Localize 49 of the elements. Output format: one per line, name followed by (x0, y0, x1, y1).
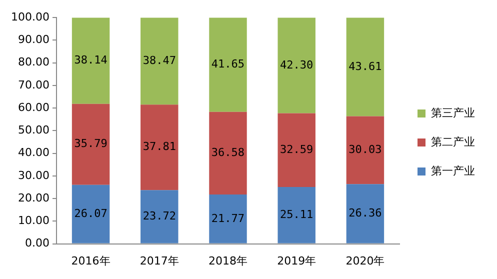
x-tick-label: 2016年 (71, 254, 110, 268)
y-tick-label: 30.00 (18, 168, 50, 182)
x-tick-label: 2019年 (277, 254, 316, 268)
data-label: 36.58 (211, 146, 245, 160)
x-tick-label: 2020年 (346, 254, 385, 268)
y-tick-label: 60.00 (18, 100, 50, 114)
data-label: 30.03 (348, 143, 382, 156)
y-tick-label: 70.00 (18, 78, 50, 92)
data-label: 26.36 (348, 206, 382, 220)
bar (209, 18, 247, 112)
y-tick-label: 10.00 (18, 214, 50, 228)
y-tick-label: 40.00 (18, 146, 50, 160)
bar (140, 104, 178, 190)
data-label: 23.72 (142, 210, 176, 223)
y-tick-label: 100.00 (10, 10, 50, 24)
data-label: 38.14 (74, 54, 108, 67)
bar (346, 116, 384, 184)
data-label: 26.07 (74, 206, 108, 220)
data-label: 43.61 (348, 60, 382, 73)
data-label: 38.47 (142, 54, 176, 67)
bar (140, 190, 178, 244)
y-tick-label: 80.00 (18, 56, 50, 69)
bar (209, 112, 247, 195)
data-label: 32.59 (280, 143, 314, 156)
data-label: 35.79 (74, 137, 108, 150)
y-tick-label: 50.00 (18, 124, 50, 137)
bar (278, 113, 316, 187)
legend-label: 第三产业 (431, 106, 475, 120)
data-label: 42.30 (280, 58, 314, 72)
legend-label: 第一产业 (431, 164, 475, 178)
y-tick-label: 20.00 (18, 191, 50, 204)
bar (346, 184, 384, 244)
data-label: 37.81 (142, 140, 176, 154)
x-tick-label: 2018年 (208, 254, 248, 268)
legend-label: 第二产业 (431, 135, 475, 148)
data-label: 25.11 (280, 208, 314, 222)
bar (346, 18, 384, 116)
bar (72, 184, 110, 244)
bar (278, 18, 316, 114)
bar (140, 18, 178, 105)
y-tick-label: 90.00 (18, 33, 50, 46)
x-tick-label: 2017年 (140, 254, 179, 268)
data-label: 21.77 (211, 212, 245, 225)
bar (72, 104, 110, 185)
bar (278, 187, 316, 244)
bar (72, 18, 110, 104)
y-tick-label: 0.00 (24, 236, 50, 250)
data-label: 41.65 (211, 58, 245, 71)
bar (209, 194, 247, 244)
